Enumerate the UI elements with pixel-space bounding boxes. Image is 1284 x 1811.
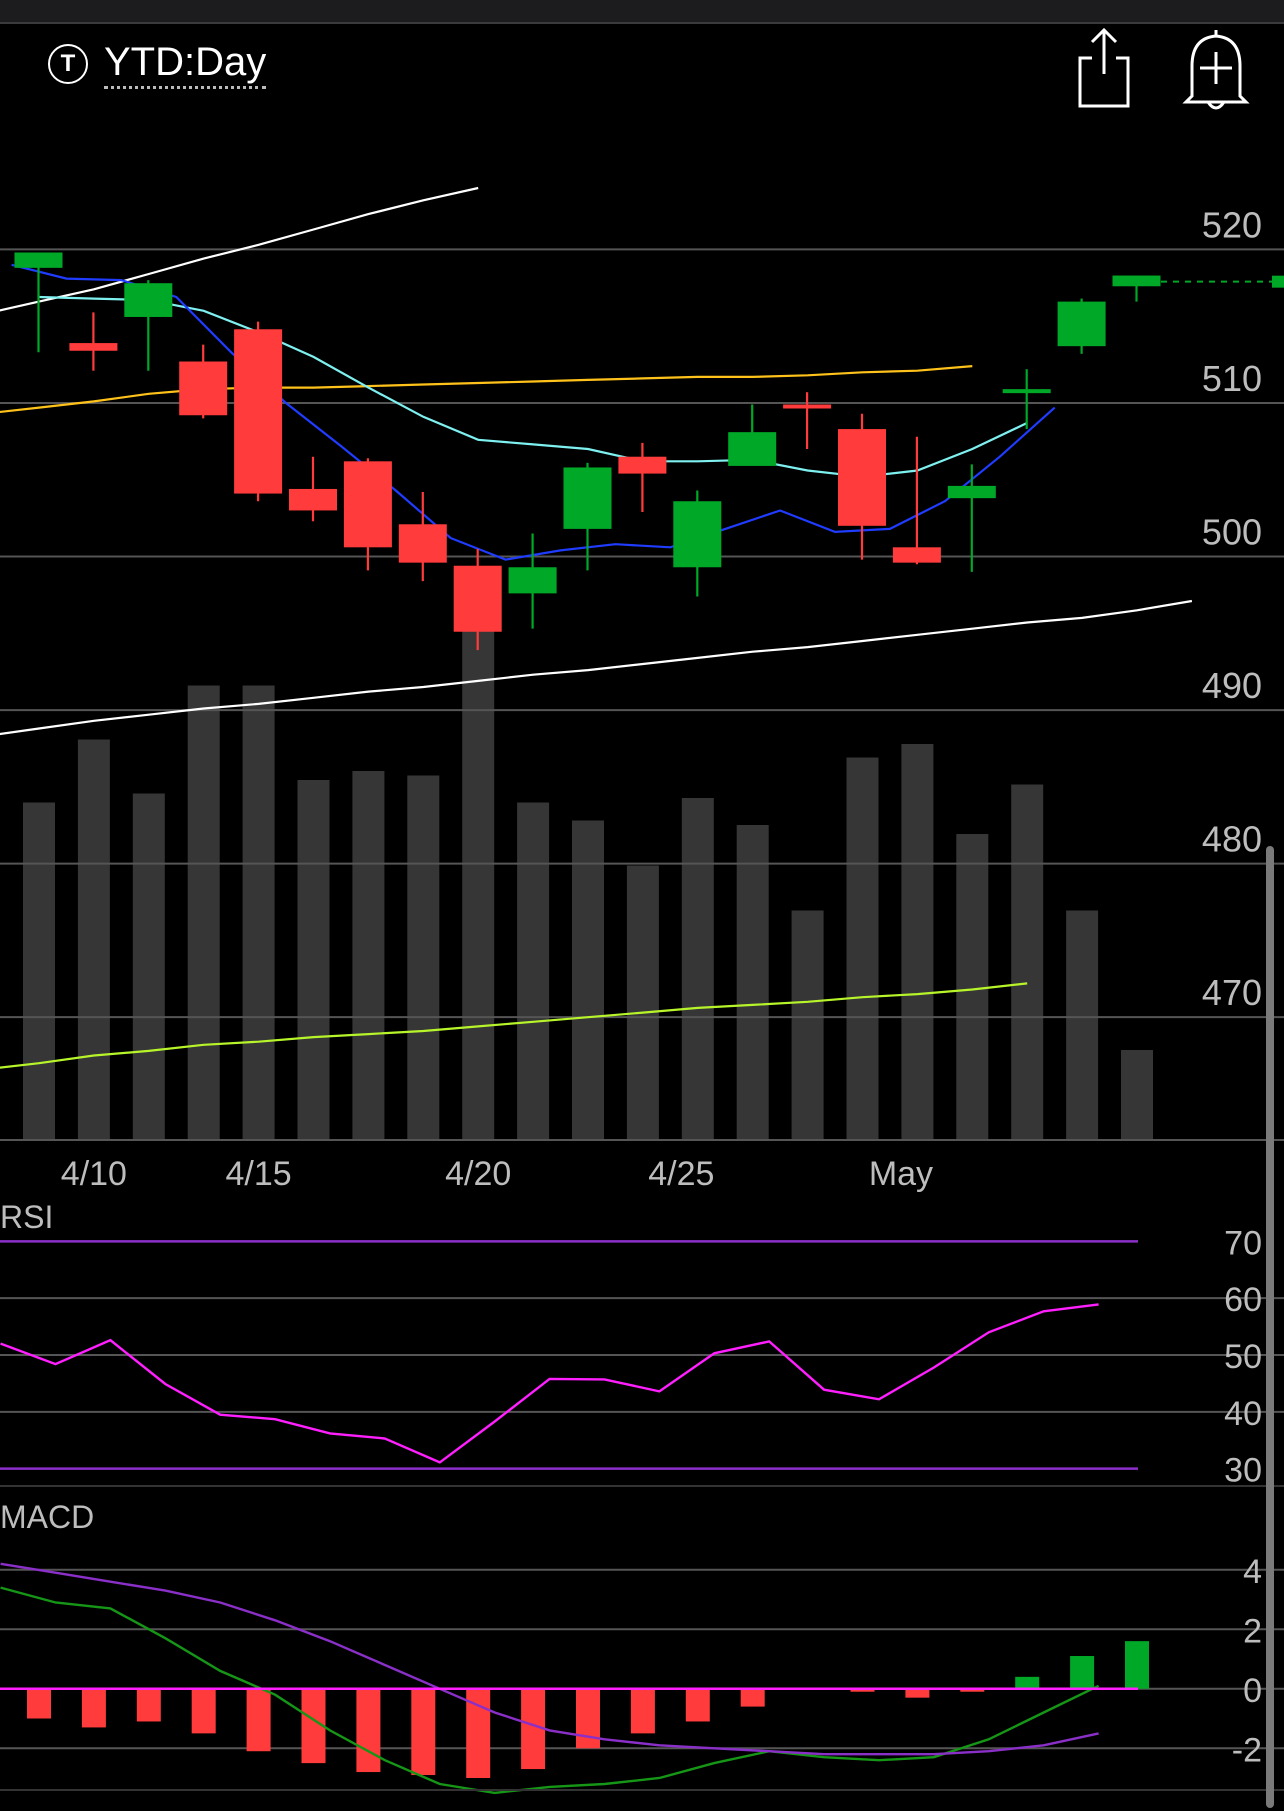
macd-tick-label: 2	[1243, 1612, 1262, 1650]
candle-body	[563, 467, 612, 529]
macd-line	[0, 1586, 1100, 1795]
volume-bar	[791, 910, 824, 1140]
last-price-marker	[1272, 275, 1284, 288]
candle-body	[783, 404, 832, 409]
price-tick-label: 490	[1202, 665, 1262, 706]
macd-histogram-bar	[466, 1688, 491, 1778]
volume-bar	[846, 757, 879, 1140]
rsi-tick-label: 40	[1224, 1395, 1262, 1433]
candle-body	[673, 501, 722, 568]
date-tick-label: 4/15	[226, 1155, 292, 1193]
macd-histogram-bar	[1125, 1641, 1149, 1689]
candle-body	[179, 361, 228, 416]
candle-body	[14, 252, 63, 268]
macd-histogram-bar	[81, 1688, 106, 1728]
macd-histogram-bar	[1070, 1656, 1095, 1689]
volume-bar	[77, 739, 110, 1140]
volume-bar	[23, 802, 55, 1140]
macd-histogram-bar	[850, 1688, 875, 1692]
date-tick-label: 4/20	[445, 1155, 511, 1193]
candle-body	[1002, 389, 1051, 394]
macd-histogram-bar	[136, 1688, 161, 1722]
macd-title: MACD	[0, 1499, 94, 1535]
candle-body	[1112, 275, 1161, 287]
volume-bar	[517, 802, 550, 1140]
rsi-tick-label: 30	[1224, 1452, 1262, 1490]
volume-bar	[572, 820, 604, 1140]
macd-histogram-bar	[685, 1688, 710, 1722]
date-tick-label: 4/10	[61, 1155, 127, 1193]
date-tick-label: May	[869, 1155, 933, 1193]
channel-upper-line	[0, 186, 479, 312]
volume-bar	[242, 685, 275, 1140]
candle-body	[453, 565, 502, 632]
share-icon[interactable]	[1072, 26, 1136, 110]
volume-bar	[462, 627, 495, 1140]
add-alert-icon[interactable]	[1180, 26, 1252, 110]
price-tick-label: 500	[1202, 512, 1262, 553]
candle-body	[343, 461, 392, 548]
macd-tick-label: -2	[1232, 1731, 1262, 1769]
price-tick-label: 480	[1202, 819, 1262, 860]
candle-body	[124, 283, 173, 317]
macd-tick-label: 4	[1243, 1553, 1262, 1591]
candle-body	[1057, 301, 1106, 347]
volume-bar	[681, 798, 714, 1140]
long-moving-average-line	[0, 982, 1028, 1069]
macd-histogram-bar	[246, 1688, 271, 1752]
candle-body	[69, 343, 118, 351]
rsi-tick-label: 50	[1224, 1338, 1262, 1376]
macd-histogram-bar	[27, 1688, 51, 1719]
macd-histogram-bar	[960, 1688, 985, 1692]
volume-bar	[626, 865, 659, 1140]
macd-histogram-bar	[411, 1688, 436, 1776]
price-tick-label: 470	[1202, 972, 1262, 1013]
volume-bar	[352, 771, 385, 1140]
price-tick-label: 520	[1202, 204, 1262, 245]
status-bar	[0, 0, 1284, 24]
volume-bar	[1066, 910, 1099, 1140]
date-tick-label: 4/25	[648, 1155, 714, 1193]
volume-bar	[297, 780, 330, 1140]
volume-bar	[187, 685, 220, 1140]
ticker-icon[interactable]: T	[48, 44, 88, 84]
candle-body	[289, 488, 337, 511]
candle-body	[508, 567, 557, 594]
macd-histogram-bar	[191, 1688, 216, 1734]
volume-bar	[736, 825, 769, 1140]
candle-body	[728, 432, 777, 466]
rsi-line	[0, 1303, 1099, 1464]
macd-histogram-bar	[905, 1688, 930, 1698]
channel-lower-line	[0, 599, 1193, 736]
volume-bar	[901, 744, 934, 1140]
period-selector[interactable]: YTD:Day	[104, 40, 267, 89]
macd-histogram-bar	[630, 1688, 655, 1734]
candle-body	[838, 429, 886, 526]
slow-moving-average-line	[0, 365, 973, 414]
rsi-tick-label: 70	[1224, 1224, 1262, 1262]
macd-histogram-bar	[356, 1688, 381, 1773]
macd-tick-label: 0	[1243, 1672, 1262, 1710]
volume-bar	[1011, 784, 1044, 1140]
volume-bar	[407, 775, 440, 1140]
macd-histogram-bar	[1015, 1676, 1040, 1689]
candle-body	[398, 524, 447, 563]
macd-histogram-bar	[740, 1688, 765, 1707]
chart-header: T YTD:Day	[0, 24, 1284, 124]
price-tick-label: 510	[1202, 358, 1262, 399]
macd-signal-line	[0, 1562, 1099, 1756]
candle-body	[947, 485, 996, 499]
volume-bar	[1121, 1050, 1153, 1140]
candle-body	[892, 547, 941, 563]
candle-body	[618, 456, 667, 474]
scrollbar[interactable]	[1266, 846, 1274, 1808]
volume-bar	[132, 793, 165, 1140]
rsi-title: RSI	[0, 1199, 53, 1235]
volume-bar	[956, 834, 989, 1140]
rsi-tick-label: 60	[1224, 1281, 1262, 1319]
macd-histogram-bar	[521, 1688, 546, 1770]
candle-body	[234, 329, 283, 494]
macd-histogram-bar	[576, 1688, 600, 1749]
